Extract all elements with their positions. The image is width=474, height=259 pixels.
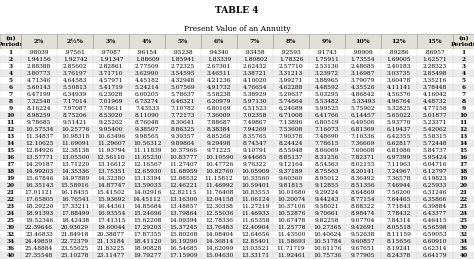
Text: Present Value of an Annuity: Present Value of an Annuity bbox=[184, 25, 290, 33]
Text: TABLE 4: TABLE 4 bbox=[215, 6, 259, 15]
